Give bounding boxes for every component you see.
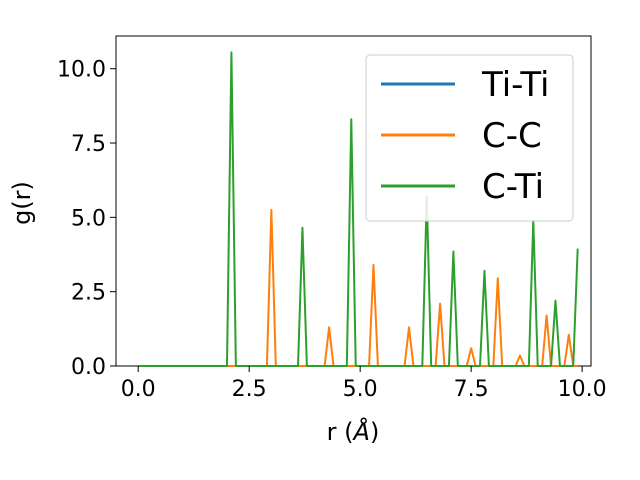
plot-area xyxy=(115,35,592,367)
y-tick-label: 7.5 xyxy=(71,132,106,157)
x-tick-label: 10.0 xyxy=(558,377,607,402)
x-axis-label-symbol: Å xyxy=(352,417,370,446)
series-layer xyxy=(138,51,579,367)
legend-frame xyxy=(365,54,574,222)
x-axis-label: r (Å) xyxy=(327,417,380,446)
legend-entries: Ti-Ti C-C C-Ti xyxy=(381,65,550,207)
x-tick-label: 2.5 xyxy=(232,377,267,402)
legend-label: C-C xyxy=(482,116,542,156)
y-tick-label: 10.0 xyxy=(57,58,106,83)
legend-label: C-Ti xyxy=(482,167,544,207)
x-tick-label: 5.0 xyxy=(343,377,378,402)
series-line-c-c xyxy=(138,208,578,367)
y-tick-label: 0.0 xyxy=(71,355,106,380)
legend-label: Ti-Ti xyxy=(481,65,550,105)
x-axis-label-close: ) xyxy=(370,418,379,446)
x-tick-label: 0.0 xyxy=(121,377,156,402)
x-tick-label: 7.5 xyxy=(454,377,489,402)
x-axis-label-text: r ( xyxy=(327,418,354,446)
x-axis-ticks: 0.0 2.5 5.0 7.5 10.0 xyxy=(121,366,607,402)
y-axis-label: g(r) xyxy=(8,181,36,225)
series-line-c-ti xyxy=(138,51,579,367)
y-tick-label: 5.0 xyxy=(71,206,106,231)
y-tick-label: 2.5 xyxy=(71,281,106,306)
legend: Ti-Ti C-C C-Ti xyxy=(365,54,574,222)
y-axis-ticks: 0.0 2.5 5.0 7.5 10.0 xyxy=(57,58,116,380)
